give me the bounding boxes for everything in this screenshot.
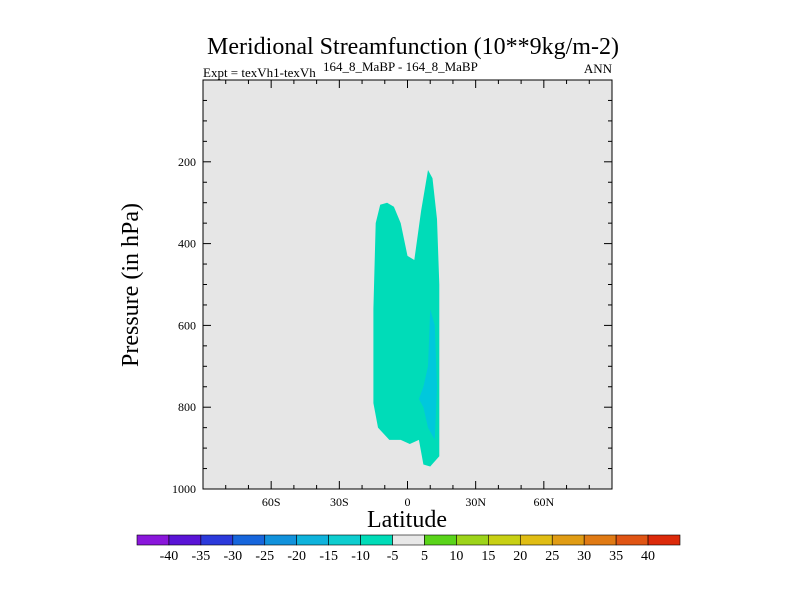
colorbar-label: 5	[421, 549, 428, 564]
contour-layer	[373, 170, 440, 467]
colorbar-swatch	[328, 534, 361, 546]
chart-title: Meridional Streamfunction (10**9kg/m-2)	[207, 34, 619, 60]
colorbar-swatch	[583, 534, 617, 546]
contour-region-1	[418, 309, 437, 440]
colorbar-label: 20	[513, 549, 527, 564]
colorbar-swatch	[424, 534, 457, 546]
colorbar-label: 35	[609, 549, 623, 564]
y-axis-label: Pressure (in hPa)	[118, 203, 144, 367]
colorbar-label: -10	[351, 549, 370, 564]
x-tick-label: 30N	[465, 495, 486, 509]
colorbar-swatch	[392, 534, 425, 546]
colorbar-swatch	[360, 534, 393, 546]
y-tick-label: 200	[178, 155, 196, 169]
colorbar-label: -35	[192, 549, 211, 564]
colorbar-swatch	[264, 534, 298, 546]
colorbar-swatch	[168, 534, 202, 546]
colorbar-swatch	[200, 534, 234, 546]
colorbar-label: -20	[287, 549, 306, 564]
colorbar-label: 40	[641, 549, 655, 564]
x-tick-label: 30S	[330, 495, 349, 509]
colorbar-label: 30	[577, 549, 591, 564]
axis-ticks: 60S 30S 0 30N 60N 200 400 600 800 1000	[172, 79, 612, 509]
colorbar-swatch	[488, 534, 521, 546]
y-tick-label: 1000	[172, 482, 196, 496]
colorbar-swatch	[232, 534, 266, 546]
y-tick-label: 400	[178, 237, 196, 251]
experiment-label: Expt = texVh1-texVh	[203, 65, 316, 80]
colorbar-label: -40	[160, 549, 179, 564]
y-tick-label: 800	[178, 400, 196, 414]
colorbar-label: -25	[255, 549, 274, 564]
y-tick-label: 600	[178, 318, 196, 332]
colorbar-swatch	[551, 534, 585, 546]
colorbar-swatch	[296, 534, 329, 546]
colorbar-swatch	[456, 534, 489, 546]
season-label: ANN	[584, 61, 613, 76]
colorbar-swatch	[136, 534, 170, 546]
experiment-superscript: 164_8_MaBP - 164_8_MaBP	[323, 59, 478, 74]
x-tick-label: 0	[405, 495, 411, 509]
colorbar-label: 15	[481, 549, 495, 564]
colorbar-label: -15	[319, 549, 338, 564]
x-tick-label: 60S	[262, 495, 281, 509]
colorbar-swatch	[519, 534, 553, 546]
colorbar-label: -5	[387, 549, 399, 564]
colorbar-label: -30	[223, 549, 242, 564]
x-tick-label: 60N	[533, 495, 554, 509]
colorbar-swatch	[647, 534, 681, 546]
plot-frame	[202, 79, 613, 490]
colorbar-label: 10	[449, 549, 463, 564]
colorbar: -40 -35 -30 -25 -20 -15 -10 -5 5 10 15 20 25 30 35 40	[136, 534, 681, 564]
x-axis-label: Latitude	[367, 507, 447, 533]
colorbar-label: 25	[545, 549, 559, 564]
colorbar-swatch	[615, 534, 649, 546]
